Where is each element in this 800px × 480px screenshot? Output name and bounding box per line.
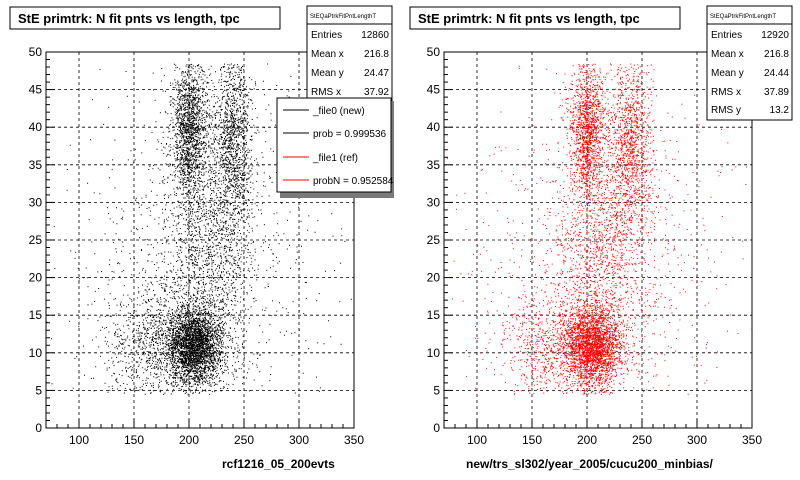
y-tick-label: 40 <box>427 120 441 134</box>
x-tick-label: 150 <box>522 433 542 447</box>
y-tick-label: 45 <box>29 83 43 97</box>
x-tick-label: 200 <box>179 433 199 447</box>
y-axis-ticks: 0 5 10 15 20 25 30 35 40 45 50 <box>427 45 453 435</box>
y-tick-label: 30 <box>29 195 43 209</box>
stats-value: 216.8 <box>364 49 389 60</box>
x-tick-label: 100 <box>467 433 487 447</box>
y-tick-label: 0 <box>433 421 440 435</box>
x-tick-label: 100 <box>69 433 89 447</box>
legend: _file0 (new) prob = 0.999536 _file1 (ref… <box>276 97 394 198</box>
stats-label: RMS x <box>311 87 341 98</box>
stats-label: Entries <box>311 30 342 41</box>
stats-value: 12860 <box>361 30 389 41</box>
stats-box: StEQaPtrkFitPntLengthT Entries 12860 Mea… <box>306 5 393 103</box>
x-tick-label: 300 <box>687 433 707 447</box>
stats-value: 37.89 <box>764 87 789 98</box>
x-tick-label: 250 <box>234 433 254 447</box>
chart-title: StE primtrk: N fit pnts vs length, tpc <box>418 11 640 26</box>
x-tick-label: 150 <box>124 433 144 447</box>
y-tick-label: 20 <box>427 271 441 285</box>
stats-name: StEQaPtrkFitPntLengthT <box>310 14 376 20</box>
stats-value: 216.8 <box>764 49 789 60</box>
scatter-marks <box>46 63 352 395</box>
scatter-points <box>446 63 753 395</box>
plot-frame <box>443 51 753 429</box>
x-tick-label: 350 <box>742 433 762 447</box>
legend-label: _file0 (new) <box>312 106 365 117</box>
stats-name: StEQaPtrkFitPntLengthT <box>710 14 776 20</box>
scatter-points <box>46 63 352 395</box>
y-tick-label: 25 <box>29 233 43 247</box>
chart-title: StE primtrk: N fit pnts vs length, tpc <box>18 11 240 26</box>
y-tick-label: 5 <box>433 383 440 397</box>
x-tick-label: 250 <box>632 433 652 447</box>
stats-value: 24.47 <box>364 68 389 79</box>
stats-value: 13.2 <box>770 105 790 116</box>
x-axis-ticks: 100 150 200 250 300 350 <box>454 419 762 447</box>
stats-value: 12920 <box>761 30 789 41</box>
stats-label: Mean x <box>311 49 344 60</box>
scatter-marks <box>446 63 753 395</box>
x-tick-label: 200 <box>577 433 597 447</box>
y-tick-label: 5 <box>35 383 42 397</box>
stats-value: 37.92 <box>364 87 389 98</box>
y-tick-label: 25 <box>427 233 441 247</box>
x-tick-label: 300 <box>289 433 309 447</box>
y-tick-label: 30 <box>427 195 441 209</box>
legend-label: prob = 0.999536 <box>313 129 387 140</box>
y-tick-label: 35 <box>427 158 441 172</box>
stats-label: Mean x <box>711 49 744 60</box>
stats-label: RMS x <box>711 87 741 98</box>
title-box <box>9 6 281 30</box>
legend-label: _file1 (ref) <box>312 153 358 164</box>
stats-box: StEQaPtrkFitPntLengthT Entries 12920 Mea… <box>706 5 793 121</box>
stats-label: Entries <box>711 30 742 41</box>
y-tick-label: 40 <box>29 120 43 134</box>
stats-label: Mean y <box>711 68 744 79</box>
y-tick-label: 45 <box>427 83 441 97</box>
y-tick-label: 15 <box>29 308 43 322</box>
title-box <box>409 6 681 30</box>
x-axis-label: new/trs_sl302/year_2005/cucu200_minbias/ <box>466 457 713 471</box>
y-tick-label: 50 <box>427 45 441 59</box>
x-tick-label: 350 <box>344 433 364 447</box>
y-tick-label: 0 <box>35 421 42 435</box>
y-tick-label: 10 <box>427 346 441 360</box>
y-tick-label: 10 <box>29 346 43 360</box>
y-tick-label: 15 <box>427 308 441 322</box>
x-axis-ticks: 100 150 200 250 300 350 <box>56 419 364 447</box>
y-tick-label: 35 <box>29 158 43 172</box>
stats-value: 24.44 <box>764 68 789 79</box>
y-axis-ticks: 0 5 10 15 20 25 30 35 40 45 50 <box>29 45 55 435</box>
y-tick-label: 50 <box>29 45 43 59</box>
x-axis-label: rcf1216_05_200evts <box>222 457 335 471</box>
stats-label: Mean y <box>311 68 344 79</box>
y-tick-label: 20 <box>29 271 43 285</box>
stats-label: RMS y <box>711 105 741 116</box>
legend-label: probN = 0.952584 <box>313 176 394 187</box>
